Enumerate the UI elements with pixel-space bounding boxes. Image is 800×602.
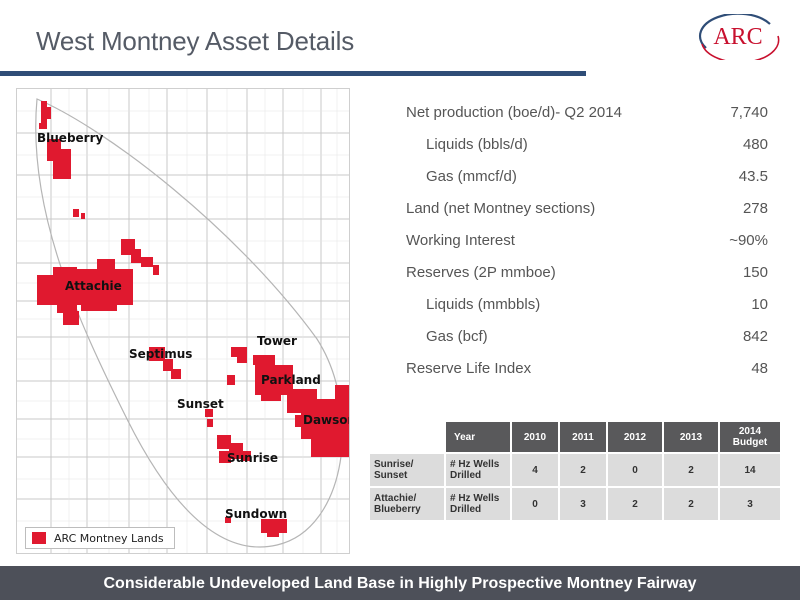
legend-label: ARC Montney Lands <box>54 531 164 545</box>
value-cell: 2 <box>664 454 718 486</box>
header-cell-year: Year <box>446 422 510 452</box>
stat-value: 10 <box>751 296 768 313</box>
land-map: Blueberry Attachie Septimus Tower Parkla… <box>16 88 350 554</box>
value-cell: 2 <box>608 488 662 520</box>
stat-row-net-production: Net production (boe/d)- Q2 2014 7,740 <box>406 104 768 128</box>
value-cell: 2 <box>560 454 606 486</box>
header-cell-2013: 2013 <box>664 422 718 452</box>
value-cell: 3 <box>720 488 780 520</box>
header-cell-2010: 2010 <box>512 422 558 452</box>
stat-row-working-interest: Working Interest ~90% <box>406 232 768 256</box>
map-legend: ARC Montney Lands <box>25 527 175 549</box>
title-divider <box>0 71 586 76</box>
value-cell: 2 <box>664 488 718 520</box>
stat-value: 43.5 <box>738 168 768 185</box>
stat-label: Reserves (2P mmboe) <box>406 264 556 281</box>
svg-text:ARC: ARC <box>713 24 762 50</box>
stat-label: Gas (mmcf/d) <box>426 168 517 185</box>
value-cell: 0 <box>608 454 662 486</box>
map-label-septimus: Septimus <box>129 347 193 361</box>
row-area-cell: Attachie/ Blueberry <box>370 488 444 520</box>
page-title: West Montney Asset Details <box>36 26 355 56</box>
stat-label: Gas (bcf) <box>426 328 488 345</box>
map-label-dawson: Dawson <box>303 413 349 427</box>
map-label-sunrise: Sunrise <box>227 451 279 465</box>
stat-row-liquids-production: Liquids (bbls/d) 480 <box>406 136 768 160</box>
stat-label: Net production (boe/d)- Q2 2014 <box>406 104 622 121</box>
value-cell: 3 <box>560 488 606 520</box>
row-metric-cell: # Hz Wells Drilled <box>446 454 510 486</box>
map-label-sunset: Sunset <box>177 397 224 411</box>
row-metric-cell: # Hz Wells Drilled <box>446 488 510 520</box>
value-cell: 4 <box>512 454 558 486</box>
arc-logo: ARC <box>692 12 784 64</box>
footer-banner: Considerable Undeveloped Land Base in Hi… <box>0 566 800 600</box>
map-label-attachie: Attachie <box>65 279 122 293</box>
table-row: Sunrise/ Sunset # Hz Wells Drilled 4 2 0… <box>370 454 780 486</box>
map-label-blueberry: Blueberry <box>37 131 104 145</box>
header-cell-2012: 2012 <box>608 422 662 452</box>
stat-row-gas-reserves: Gas (bcf) 842 <box>406 328 768 352</box>
stat-value: 842 <box>742 328 768 345</box>
stat-row-liquids-reserves: Liquids (mmbbls) 10 <box>406 296 768 320</box>
stat-label: Working Interest <box>406 232 515 249</box>
stat-row-land: Land (net Montney sections) 278 <box>406 200 768 224</box>
stat-label: Liquids (mmbbls) <box>426 296 541 313</box>
map-label-parkland: Parkland <box>261 373 321 387</box>
table-row: Attachie/ Blueberry # Hz Wells Drilled 0… <box>370 488 780 520</box>
header-cell-2014-budget: 2014 Budget <box>720 422 780 452</box>
stat-label: Liquids (bbls/d) <box>426 136 528 153</box>
stat-row-reserve-life-index: Reserve Life Index 48 <box>406 360 768 384</box>
row-area-cell: Sunrise/ Sunset <box>370 454 444 486</box>
stat-value: 480 <box>742 136 768 153</box>
stat-value: 150 <box>742 264 768 281</box>
map-graphic <box>17 89 349 553</box>
value-cell: 0 <box>512 488 558 520</box>
stat-value: 48 <box>751 360 768 377</box>
stat-row-reserves: Reserves (2P mmboe) 150 <box>406 264 768 288</box>
arc-land-parcels <box>37 101 349 537</box>
legend-swatch <box>32 532 46 544</box>
stat-value: 7,740 <box>730 104 768 121</box>
stat-value: ~90% <box>729 232 768 249</box>
map-label-tower: Tower <box>257 334 297 348</box>
value-cell: 14 <box>720 454 780 486</box>
stat-row-gas-production: Gas (mmcf/d) 43.5 <box>406 168 768 192</box>
map-label-sundown: Sundown <box>225 507 288 521</box>
stat-label: Land (net Montney sections) <box>406 200 596 217</box>
stat-label: Reserve Life Index <box>406 360 532 377</box>
wells-drilled-table: Year 2010 2011 2012 2013 2014 Budget Sun… <box>368 420 782 522</box>
table-header-row: Year 2010 2011 2012 2013 2014 Budget <box>370 422 780 452</box>
header-cell-2011: 2011 <box>560 422 606 452</box>
stat-value: 278 <box>742 200 768 217</box>
header-blank-cell <box>370 422 444 452</box>
